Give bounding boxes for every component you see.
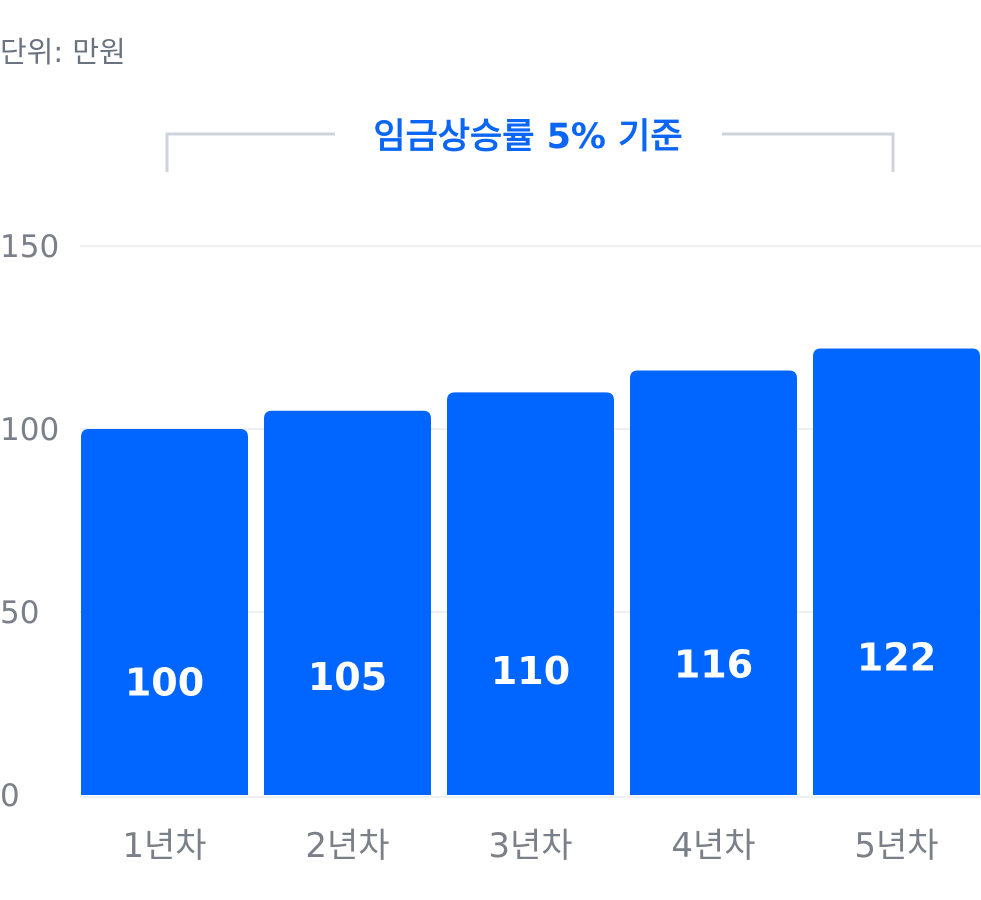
annotation-label: 임금상승률 5% 기준 [373, 117, 682, 157]
bar-value-label: 116 [674, 642, 753, 686]
annotation-bracket: 임금상승률 5% 기준 [165, 117, 895, 172]
y-tick-label: 150 [0, 229, 59, 265]
bar [447, 392, 614, 795]
bar [630, 370, 797, 795]
y-tick-label: 0 [0, 778, 20, 814]
bars [81, 348, 980, 795]
bar [813, 348, 980, 795]
x-category-label: 2년차 [305, 826, 389, 866]
bar [81, 429, 248, 795]
x-axis-labels: 1년차 2년차 3년차 4년차 5년차 [122, 826, 938, 866]
bar-value-label: 105 [308, 655, 387, 699]
y-axis-ticks: 0 50 100 150 [0, 229, 59, 814]
bar-value-label: 100 [125, 661, 204, 705]
unit-label: 단위: 만원 [0, 35, 126, 69]
x-category-label: 5년차 [854, 826, 938, 866]
x-category-label: 1년차 [122, 826, 206, 866]
bar [264, 410, 431, 795]
value-labels: 100 105 110 116 122 [125, 636, 936, 705]
x-category-label: 4년차 [671, 826, 755, 866]
x-category-label: 3년차 [488, 826, 572, 866]
y-tick-label: 100 [0, 412, 59, 448]
bar-value-label: 110 [491, 649, 570, 693]
y-tick-label: 50 [0, 595, 39, 631]
bracket-left [165, 132, 335, 172]
bar-value-label: 122 [857, 636, 936, 680]
bracket-right [722, 132, 895, 172]
